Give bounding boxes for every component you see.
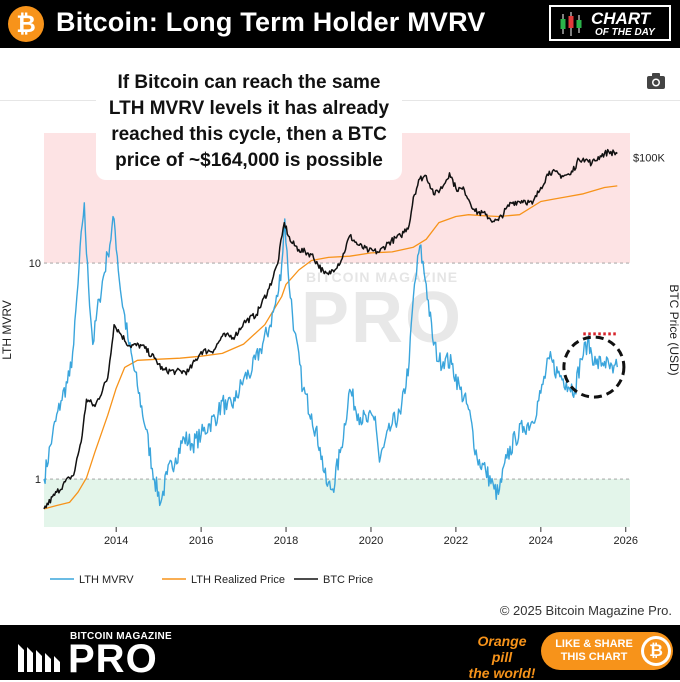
chart-target (562, 332, 626, 399)
share-coin-icon: ₿ (641, 636, 671, 666)
y-axis-right-label: BTC Price (USD) (667, 284, 680, 375)
footer-brand-big: PRO (68, 637, 158, 681)
legend-label-1: LTH Realized Price (191, 574, 285, 586)
chart-axes: 2014 2016 2018 2020 2022 2024 2026 1 10 $100K (29, 153, 666, 547)
y-left-tick-label-1: 10 (29, 258, 41, 270)
x-tick-label-4: 2022 (444, 535, 468, 547)
annotation-line-4: price of ~$164,000 is possible (115, 150, 383, 171)
bitcoin-magazine-pro-logo-icon (18, 644, 60, 672)
chart-legend: LTH MVRV LTH Realized Price BTC Price (50, 574, 373, 586)
annotation-line-1: If Bitcoin can reach the same (117, 72, 381, 93)
highlight-circle (562, 335, 626, 399)
series-line-lth-realized-price (43, 185, 618, 510)
chart-watermark: BITCOIN MAGAZINE PRO (301, 269, 463, 358)
orange-pill-slogan: Orange pill the world! (466, 633, 538, 681)
x-tick-label-2: 2018 (274, 535, 298, 547)
chart-series (43, 148, 618, 510)
watermark-small: BITCOIN MAGAZINE (306, 269, 458, 285)
x-tick-label-0: 2014 (104, 535, 128, 547)
orange-pill-line1: Orange pill (477, 633, 527, 665)
y-right-tick-label-0: $100K (633, 153, 665, 165)
copyright-text: © 2025 Bitcoin Magazine Pro. (499, 603, 672, 618)
footer-brand-small: BITCOIN MAGAZINE (70, 631, 173, 642)
candlestick-icon (560, 12, 582, 36)
legend-label-2: BTC Price (323, 574, 373, 586)
x-tick-label-1: 2016 (189, 535, 213, 547)
page-title: Bitcoin: Long Term Holder MVRV (56, 7, 486, 37)
x-tick-label-6: 2026 (614, 535, 638, 547)
bitcoin-logo-icon: ₿ (8, 6, 44, 42)
series-line-btc-price (43, 148, 618, 510)
chart-of-the-day-badge: CHART OF THE DAY (549, 5, 671, 41)
annotation-line-2: LTH MVRV levels it has already (108, 98, 390, 119)
chart-reference-lines (44, 262, 630, 480)
x-tick-label-3: 2020 (359, 535, 383, 547)
y-axis-left-label: LTH MVRV (0, 300, 14, 360)
like-share-button[interactable]: LIKE & SHARE THIS CHART ₿ (541, 632, 673, 670)
share-button-label: LIKE & SHARE THIS CHART (555, 638, 633, 664)
annotation-line-3: reached this cycle, then a BTC (111, 124, 387, 145)
chart-annotation: If Bitcoin can reach the same LTH MVRV l… (96, 68, 402, 180)
header-bar: ₿ Bitcoin: Long Term Holder MVRV CHART O… (0, 0, 680, 48)
legend-label-0: LTH MVRV (79, 574, 134, 586)
share-line2: THIS CHART (560, 651, 628, 663)
camera-icon[interactable] (646, 72, 666, 90)
zone-band-1 (44, 479, 630, 527)
chart-of-the-day-line2: OF THE DAY (595, 27, 655, 38)
orange-pill-line2: the world! (468, 665, 536, 681)
watermark-big: PRO (301, 278, 463, 358)
share-line1: LIKE & SHARE (555, 638, 633, 650)
x-tick-label-5: 2024 (529, 535, 553, 547)
series-line-lth-mvrv (43, 202, 618, 507)
y-left-tick-label-0: 1 (35, 474, 41, 486)
chart-of-the-day-line1: CHART (591, 9, 651, 28)
coin-bitcoin-icon: ₿ (644, 639, 668, 663)
